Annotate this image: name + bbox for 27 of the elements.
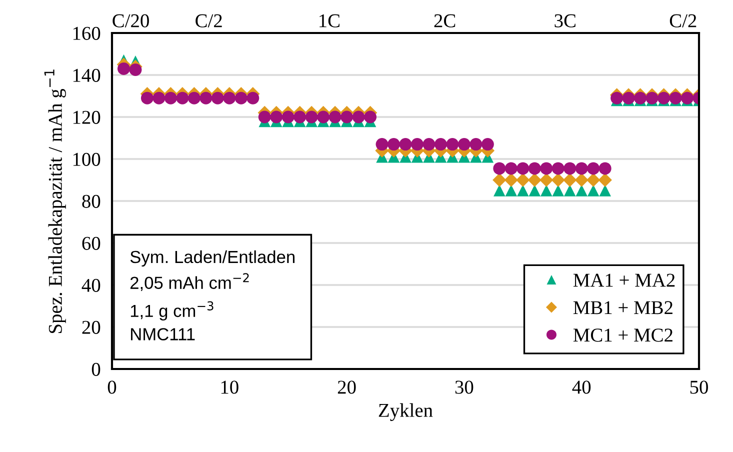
y-tick-label: 100	[73, 152, 100, 166]
y-tick-label: 140	[73, 68, 100, 82]
x-tick-label: 40	[572, 380, 591, 394]
x-axis-title: Zyklen	[378, 403, 433, 421]
text: 2C	[434, 14, 456, 28]
x-tick-label: 30	[455, 380, 474, 394]
x-tick-label: 0	[108, 380, 116, 394]
y-axis-title: Spez. Entladekapazität / mAh g$^{−1}$	[44, 70, 66, 333]
y-tick-label: 120	[73, 110, 100, 124]
legend-label: MA1 + MA2	[573, 274, 675, 287]
y-tick-label: 40	[82, 278, 100, 292]
legend-label: MC1 + MC2	[573, 328, 672, 342]
text: 3C	[554, 14, 576, 28]
text: C/20	[112, 14, 149, 28]
text: C/2	[196, 14, 222, 28]
text: 1C	[320, 14, 340, 28]
legend-label: MB1 + MB2	[573, 301, 672, 314]
y-tick-label: 160	[73, 26, 100, 40]
y-tick-label: 0	[92, 362, 100, 376]
x-tick-label: 20	[338, 380, 356, 394]
y-tick-label: 80	[82, 194, 100, 208]
y-tick-label: 60	[82, 236, 100, 250]
text: Sym. Laden/Entladen 2,05 mAh cm$^{−2}$ 1,1 g cm$^{−3}$ NMC111	[130, 250, 294, 340]
x-tick-label: 10	[221, 380, 238, 394]
x-tick-label: 50	[690, 380, 708, 394]
text: C/2	[670, 14, 696, 28]
y-tick-label: 20	[82, 320, 100, 334]
